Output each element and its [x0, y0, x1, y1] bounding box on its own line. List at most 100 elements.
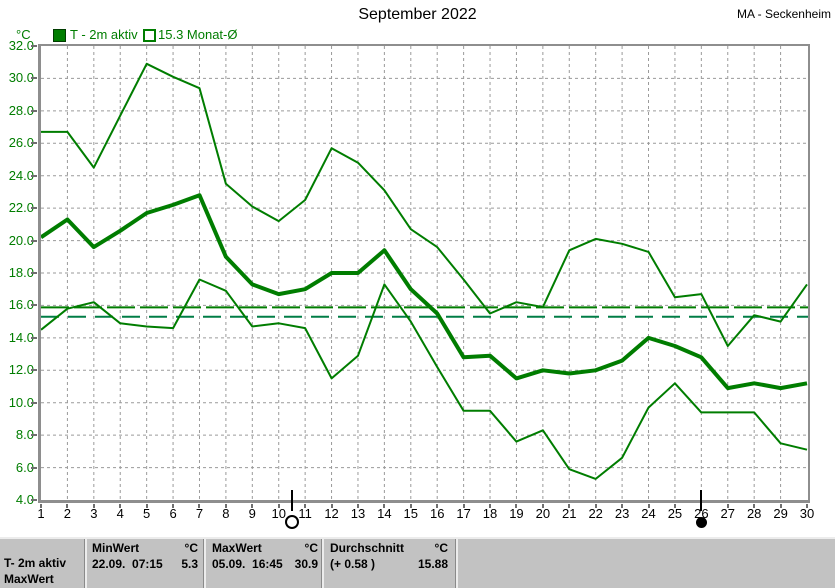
x-axis-label: 21 — [562, 506, 577, 521]
x-axis-tick — [409, 504, 412, 508]
x-axis-label: 16 — [429, 506, 445, 521]
x-axis-label: 28 — [746, 506, 762, 521]
y-axis-label: 14.0 — [8, 329, 34, 345]
x-axis-tick — [489, 504, 492, 508]
x-axis-tick — [621, 504, 624, 508]
y-axis-tick — [31, 369, 37, 372]
full-moon-icon — [284, 515, 299, 529]
month-average-label: 15.3 Monat-Ø — [158, 27, 238, 42]
stats-separator — [203, 539, 206, 588]
min-header: MinWert — [92, 541, 140, 555]
x-axis-tick — [779, 504, 782, 508]
x-axis-tick — [753, 504, 756, 508]
moon-phase-tick — [290, 490, 293, 511]
x-axis-label: 24 — [641, 506, 656, 521]
x-axis-tick — [92, 504, 95, 508]
y-axis-label: 26.0 — [8, 135, 34, 151]
y-axis-tick — [31, 45, 37, 47]
stats-bar: T- 2m aktiv MaxWert MinWert °C 22.09. 07… — [0, 537, 835, 588]
x-axis-label: 5 — [143, 506, 151, 521]
avg-value: 15.88 — [417, 557, 448, 571]
avg-anomaly: (+ 0.58 ) — [330, 557, 376, 571]
x-axis-label: 11 — [298, 506, 312, 521]
y-axis-tick — [31, 434, 37, 437]
y-axis-tick — [31, 272, 37, 274]
y-axis-tick — [31, 77, 37, 80]
y-axis-tick — [31, 142, 37, 145]
x-axis-label: 13 — [350, 506, 366, 521]
y-axis-label: 32.0 — [8, 38, 34, 53]
x-axis-label: 27 — [720, 506, 735, 521]
x-axis-tick — [40, 504, 42, 508]
daily-max-curve — [41, 62, 808, 347]
month-average-swatch-icon — [143, 29, 156, 42]
x-axis-label: 2 — [63, 506, 72, 521]
x-axis-label: 1 — [37, 506, 45, 521]
avg-unit: °C — [434, 541, 448, 555]
x-axis-tick — [119, 504, 122, 508]
temperature-plot-canvas — [41, 46, 808, 500]
x-axis-label: 3 — [90, 506, 98, 521]
x-axis-label: 15 — [403, 506, 419, 521]
daily-min-curve — [41, 278, 808, 480]
x-axis-label: 29 — [773, 506, 788, 521]
stats-separator — [455, 539, 458, 588]
temperature-plot — [38, 44, 810, 503]
min-value-row: 22.09. 07:15 5.3 — [92, 558, 198, 571]
x-axis-tick — [145, 504, 148, 508]
active-series-label: T - 2m aktiv — [70, 27, 138, 42]
x-axis-tick — [277, 504, 280, 508]
y-axis-label: 24.0 — [8, 167, 34, 183]
x-axis-tick — [515, 504, 518, 508]
y-axis-label: 16.0 — [8, 297, 34, 313]
y-axis-label: 20.0 — [8, 232, 34, 248]
x-axis-tick — [172, 504, 175, 508]
x-axis-tick — [673, 504, 676, 508]
x-axis-label: 6 — [169, 506, 177, 521]
avg-header-row: Durchschnitt °C — [330, 542, 448, 555]
y-axis-unit-label: °C — [16, 27, 31, 42]
x-axis-label: 8 — [222, 506, 230, 521]
y-axis-tick — [31, 401, 37, 404]
stats-separator — [321, 539, 324, 588]
x-axis-label: 4 — [116, 506, 124, 521]
max-unit: °C — [304, 541, 318, 555]
x-axis-tick — [568, 504, 571, 508]
x-axis-label: 18 — [482, 506, 498, 521]
x-axis-tick — [436, 504, 439, 508]
min-unit: °C — [184, 541, 198, 555]
stats-separator — [84, 539, 87, 588]
y-axis-tick — [31, 304, 37, 307]
x-axis-tick — [594, 504, 597, 508]
station-label: MA - Seckenheim — [736, 7, 831, 21]
x-axis-tick — [251, 504, 254, 508]
page-title: September 2022 — [358, 6, 477, 23]
x-axis-label: 17 — [456, 506, 471, 521]
y-axis-label: 22.0 — [8, 200, 34, 216]
min-datetime: 22.09. 07:15 — [92, 557, 163, 571]
y-axis-label: 18.0 — [8, 265, 34, 280]
y-axis-tick — [31, 207, 37, 210]
avg-header: Durchschnitt — [330, 541, 405, 555]
min-header-row: MinWert °C — [92, 542, 198, 555]
y-axis-label: 28.0 — [8, 102, 34, 118]
max-header: MaxWert — [212, 541, 262, 555]
y-axis-tick — [31, 239, 37, 242]
x-axis-tick — [356, 504, 359, 508]
x-axis-label: 10 — [271, 506, 286, 521]
y-axis-label: 8.0 — [15, 427, 34, 443]
moon-phase-tick — [700, 490, 703, 511]
x-axis-label: 23 — [614, 506, 630, 521]
y-axis-tick — [31, 499, 37, 501]
stats-series-sublabel: MaxWert — [4, 572, 54, 586]
x-axis-label: 7 — [195, 506, 204, 521]
daily-mean-curve — [41, 193, 808, 391]
x-axis-label: 25 — [667, 506, 683, 521]
y-axis-label: 10.0 — [8, 394, 34, 410]
y-axis-label: 12.0 — [8, 362, 34, 378]
max-header-row: MaxWert °C — [212, 542, 318, 555]
x-axis-tick — [541, 504, 544, 508]
active-series-swatch-icon — [53, 29, 66, 42]
min-value: 5.3 — [181, 557, 198, 571]
y-axis-tick — [31, 109, 37, 112]
